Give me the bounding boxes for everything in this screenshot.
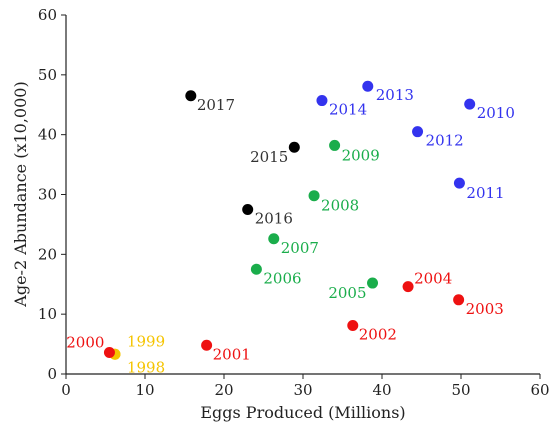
point-label-2006: 2006 [263,269,301,287]
data-point-2004 [402,281,414,293]
data-point-2012 [412,126,424,138]
x-tick-label: 20 [214,381,233,399]
point-label-2009: 2009 [342,146,380,164]
data-point-2011 [453,177,465,189]
data-point-2006 [250,263,262,275]
point-label-2010: 2010 [477,104,515,122]
y-tick-label: 20 [38,245,57,263]
data-point-2001 [201,339,213,351]
point-label-2007: 2007 [281,239,319,257]
x-tick-label: 10 [135,381,154,399]
point-label-2012: 2012 [426,132,464,150]
data-point-2000 [103,346,115,358]
point-label-2002: 2002 [359,326,397,344]
axes: 0 10 20 30 40 50 60 0 10 20 30 40 50 60 [38,6,550,399]
data-point-2007 [268,233,280,245]
data-point-2002 [347,320,359,332]
x-tick-label: 40 [372,381,391,399]
x-axis-title: Eggs Produced (Millions) [200,403,405,422]
data-point-2003 [453,294,465,306]
y-tick-label: 0 [47,365,57,383]
x-tick-label: 0 [61,381,71,399]
point-label-2005: 2005 [328,284,366,302]
point-label-2000: 2000 [66,333,104,351]
point-label-2011: 2011 [466,184,504,202]
point-label-2001: 2001 [213,345,251,363]
data-point-2013 [362,80,374,92]
y-tick-label: 40 [38,126,57,144]
data-point-2005 [367,277,379,289]
point-label-2014: 2014 [329,101,367,119]
y-tick-label: 50 [38,66,57,84]
x-tick-label: 30 [293,381,312,399]
x-tick-label: 60 [530,381,549,399]
y-tick-label: 10 [38,305,57,323]
y-axis-title: Age-2 Abundance (x10,000) [11,81,30,307]
data-point-2016 [242,203,254,215]
data-point-2009 [329,139,341,151]
point-label-1999: 1999 [127,332,165,350]
y-tick-label: 60 [38,6,57,24]
point-label-2004: 2004 [414,270,452,288]
point-label-2016: 2016 [255,209,293,227]
point-label-2003: 2003 [466,300,504,318]
x-tick-label: 50 [451,381,470,399]
point-label-2015: 2015 [250,148,288,166]
data-point-2010 [464,98,476,110]
point-label-2017: 2017 [197,96,235,114]
data-points [103,80,476,360]
point-label-2013: 2013 [376,86,414,104]
data-point-2017 [185,90,197,102]
data-point-2008 [308,190,320,202]
y-tick-label: 30 [38,186,57,204]
data-point-2015 [288,141,300,153]
point-labels: 1998 1999 2000 2001 2002 2003 2004 2005 2006 2007… [66,86,515,376]
point-label-1998: 1998 [127,358,165,376]
data-point-2014 [316,95,328,107]
point-label-2008: 2008 [321,197,359,215]
